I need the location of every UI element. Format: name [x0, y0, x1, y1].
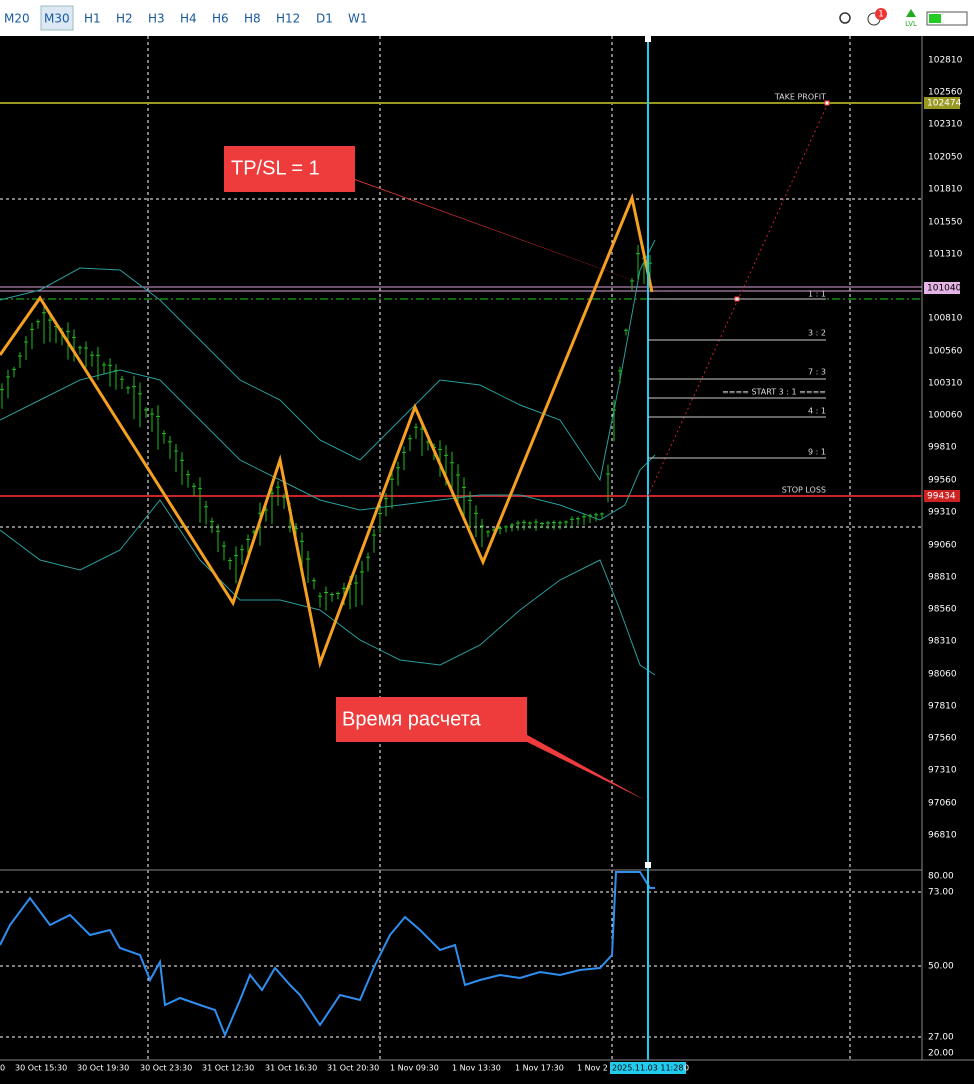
- price-tag: [924, 490, 960, 502]
- time-label: 1 Nov 2: [577, 1064, 608, 1073]
- price-label: 99310: [928, 508, 957, 518]
- price-tag: [924, 97, 960, 109]
- ratio-levels: [648, 298, 826, 459]
- callout-arrow: [330, 170, 682, 298]
- time-tag: [610, 1062, 686, 1074]
- price-tag-label: 99434: [927, 492, 956, 502]
- time-tag-label: 2025.11.03 11:28: [612, 1064, 683, 1073]
- time-label: 0: [0, 1064, 5, 1073]
- time-label: 30 Oct 15:30: [15, 1064, 67, 1073]
- zigzag: [0, 192, 654, 669]
- timeframe-selected: [40, 5, 74, 31]
- timeframe[interactable]: H3: [148, 12, 165, 26]
- lvl-label: LVL: [905, 20, 917, 28]
- annotation: TP/SL = 1: [231, 157, 320, 179]
- annotation: Время расчета: [342, 708, 482, 730]
- time-label: 30 Oct 23:30: [140, 1064, 192, 1073]
- price-label: 100310: [928, 379, 963, 389]
- timeframe[interactable]: H8: [244, 12, 261, 26]
- price-label: 102310: [928, 120, 963, 130]
- timeframe[interactable]: W1: [348, 12, 368, 26]
- timeframe[interactable]: H12: [276, 12, 300, 26]
- time-label: 31 Oct 12:30: [202, 1064, 254, 1073]
- level-label: STOP LOSS: [782, 486, 826, 495]
- point: [824, 100, 830, 106]
- time-label: 1 Nov 17:30: [515, 1064, 564, 1073]
- handle[interactable]: [645, 862, 651, 868]
- time-label: 31 Oct 16:30: [265, 1064, 317, 1073]
- timeframe[interactable]: M30: [44, 12, 70, 26]
- price-tag-label: 101040: [927, 284, 962, 294]
- price-label: 97060: [928, 799, 957, 809]
- level-label: 3 : 2: [808, 329, 826, 338]
- lvl-icon[interactable]: [906, 9, 916, 17]
- price-label: 101550: [928, 218, 963, 228]
- callout: [336, 697, 527, 742]
- time-label: 31 Oct 20:30: [327, 1064, 379, 1073]
- connection-bar: [929, 14, 941, 23]
- price-label: 102560: [928, 88, 963, 98]
- price-label: 98310: [928, 637, 957, 647]
- indicator-label: 20.00: [928, 1049, 954, 1059]
- timeframe[interactable]: H6: [212, 12, 229, 26]
- time-label: 30 Oct 19:30: [77, 1064, 129, 1073]
- timeframe[interactable]: H4: [180, 12, 197, 26]
- callout-arrow: [500, 720, 645, 800]
- price-label: 98560: [928, 605, 957, 615]
- price-label: 98060: [928, 670, 957, 680]
- search-icon[interactable]: [839, 12, 851, 24]
- level-label: TAKE PROFIT: [774, 93, 826, 102]
- time-label: 1 Nov 13:30: [452, 1064, 501, 1073]
- callout: [224, 146, 355, 192]
- price-label: 101810: [928, 185, 963, 195]
- toolbar: [0, 0, 974, 36]
- candles: [0, 245, 652, 611]
- chart-bg: [0, 36, 974, 1080]
- level-label: 7 : 3: [808, 368, 826, 377]
- time-label: 1 Nov 09:30: [390, 1064, 439, 1073]
- price-label: 101310: [928, 250, 963, 260]
- indicator-label: 73.00: [928, 888, 954, 898]
- price-label: 96810: [928, 831, 957, 841]
- price-label: 99810: [928, 443, 957, 453]
- price-label: 97310: [928, 766, 957, 776]
- price-tag-label: 102474: [927, 99, 962, 109]
- price-label: 100060: [928, 411, 963, 421]
- indicator-line: [0, 871, 655, 1038]
- indicator-label: 27.00: [928, 1033, 954, 1043]
- indicator-label: 50.00: [928, 962, 954, 972]
- grid: [0, 36, 922, 1060]
- level-label: 1 : 1: [808, 290, 826, 299]
- badge-count: 1: [878, 10, 884, 20]
- price-label: 98810: [928, 573, 957, 583]
- price-tag: [924, 282, 960, 294]
- handle[interactable]: [645, 36, 651, 42]
- price-label: 99060: [928, 541, 957, 551]
- price-label: 97560: [928, 734, 957, 744]
- price-label: 99560: [928, 476, 957, 486]
- price-label: 102810: [928, 56, 963, 66]
- timeframe[interactable]: D1: [316, 12, 333, 26]
- level-label: ==== START 3 : 1 ====: [722, 388, 826, 397]
- level-label: 9 : 1: [808, 448, 826, 457]
- badge: [875, 8, 887, 20]
- timeframe[interactable]: H2: [116, 12, 133, 26]
- timeframe[interactable]: M20: [4, 12, 30, 26]
- bollinger: [0, 239, 656, 676]
- price-label: 100810: [928, 314, 963, 324]
- price-label: 100560: [928, 347, 963, 357]
- indicator-label: 80.00: [928, 872, 954, 882]
- price-label: 102050: [928, 153, 963, 163]
- time-label: 0: [684, 1064, 689, 1073]
- timeframe[interactable]: H1: [84, 12, 101, 26]
- price-label: 97810: [928, 702, 957, 712]
- level-label: 4 : 1: [808, 407, 826, 416]
